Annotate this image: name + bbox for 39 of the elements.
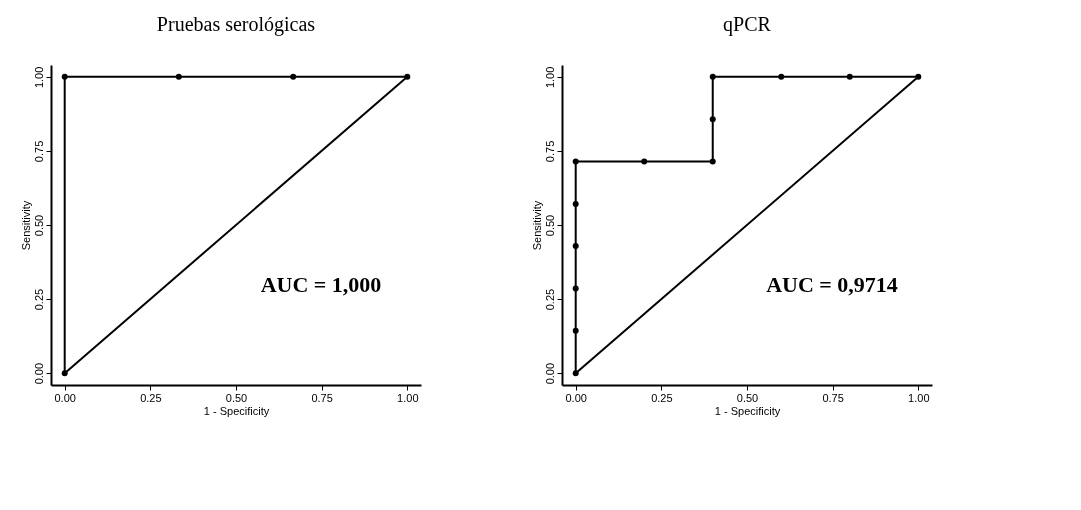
point (709, 158, 716, 165)
x-tick-label: 0.75 (822, 391, 844, 404)
point (572, 327, 579, 334)
point (572, 200, 579, 207)
y-axis-title: Sensitivity (19, 200, 32, 251)
x-tick-label: 0.25 (651, 391, 673, 404)
x-tick-label: 0.50 (736, 391, 759, 404)
point (709, 116, 716, 123)
y-tick-label: 1.00 (32, 66, 45, 89)
y-tick-label: 0.00 (543, 362, 556, 385)
chart-title: Pruebas serológicas (156, 13, 316, 36)
annotation: AUC = 1,000 (260, 272, 382, 297)
y-tick-label: 0.50 (543, 214, 556, 237)
chart-title: qPCR (723, 13, 772, 36)
y-tick-label: 0.25 (543, 288, 556, 311)
x-tick-label: 0.00 (54, 391, 76, 404)
y-axis-title: Sensitivity (530, 200, 543, 251)
x-tick-label: 0.25 (140, 391, 162, 404)
y-tick-label: 0.25 (32, 288, 45, 311)
point (846, 73, 853, 80)
x-axis-title: 1 - Specificity (714, 404, 781, 417)
y-tick-label: 0.75 (543, 140, 556, 163)
point (778, 73, 785, 80)
y-tick-label: 1.00 (543, 66, 556, 89)
x-tick-label: 0.00 (565, 391, 587, 404)
annotation: AUC = 0,9714 (766, 272, 898, 297)
y-tick-label: 0.50 (32, 214, 45, 237)
point (572, 158, 579, 165)
point (572, 243, 579, 250)
y-tick-label: 0.75 (32, 140, 45, 163)
x-tick-label: 0.75 (311, 391, 333, 404)
point (641, 158, 648, 165)
point (572, 285, 579, 292)
x-tick-label: 1.00 (908, 391, 930, 404)
point (709, 73, 716, 80)
x-tick-label: 1.00 (397, 391, 419, 404)
x-tick-label: 0.50 (225, 391, 248, 404)
y-tick-label: 0.00 (32, 362, 45, 385)
x-axis-title: 1 - Specificity (203, 404, 270, 417)
